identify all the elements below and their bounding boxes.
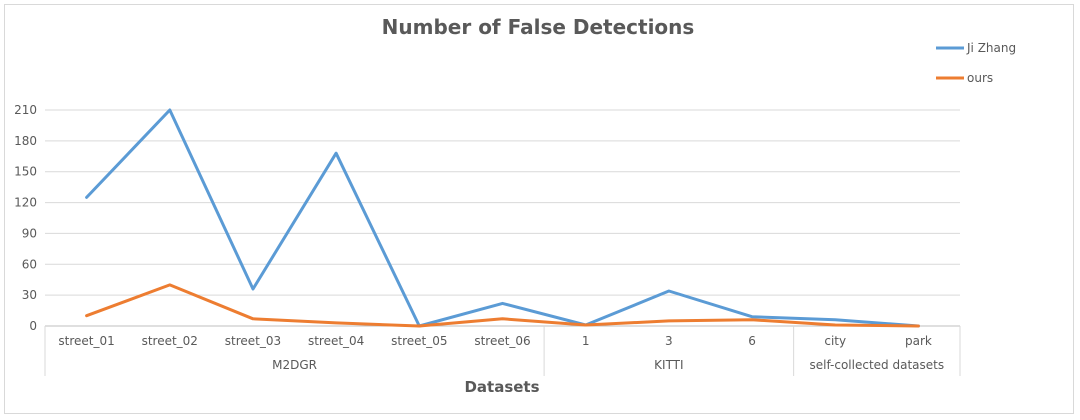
x-tick-label: street_04: [308, 334, 364, 348]
x-tick-label: 3: [665, 334, 673, 348]
x-tick-label: 1: [582, 334, 590, 348]
legend-label: ours: [967, 71, 993, 85]
legend: Ji Zhang ours: [936, 41, 1016, 85]
y-tick-label: 0: [29, 319, 37, 333]
x-group-label: M2DGR: [272, 358, 317, 372]
y-tick-label: 30: [22, 288, 37, 302]
x-group-label: KITTI: [654, 358, 683, 372]
series-line-ji-zhang: [85, 108, 920, 328]
y-tick-label: 120: [14, 196, 37, 210]
gridlines: [45, 109, 960, 327]
x-tick-label: street_02: [142, 334, 198, 348]
x-tick-label: city: [824, 334, 846, 348]
x-tick-label: street_06: [474, 334, 530, 348]
chart-frame: [4, 4, 1074, 414]
x-tick-label: street_01: [58, 334, 114, 348]
series-line-ours: [85, 283, 920, 328]
x-tick-label: street_03: [225, 334, 281, 348]
y-tick-label: 150: [14, 165, 37, 179]
x-tick-label: street_05: [391, 334, 447, 348]
x-group-label: self-collected datasets: [810, 358, 945, 372]
y-tick-label: 90: [22, 226, 37, 240]
y-tick-label: 210: [14, 103, 37, 117]
y-tick-label: 60: [22, 257, 37, 271]
y-tick-label: 180: [14, 134, 37, 148]
x-tick-label: 6: [748, 334, 756, 348]
x-axis: M2DGR KITTI self-collected datasets street_…: [44, 326, 961, 376]
legend-label: Ji Zhang: [966, 41, 1016, 55]
series-lines: [85, 108, 920, 328]
chart-title: Number of False Detections: [382, 15, 695, 39]
y-axis-ticks: 0 30 60 90 120 150 180 210: [14, 103, 37, 333]
x-axis-title: Datasets: [464, 378, 539, 396]
x-tick-label: park: [905, 334, 932, 348]
